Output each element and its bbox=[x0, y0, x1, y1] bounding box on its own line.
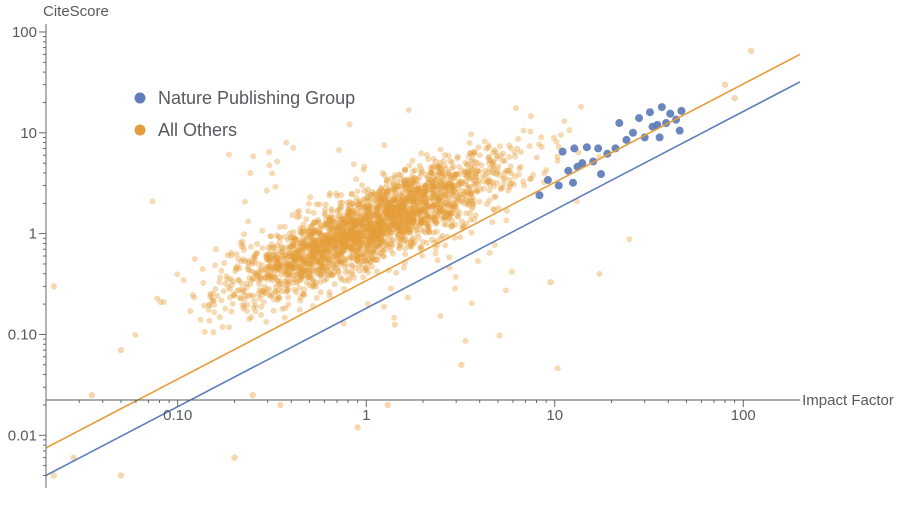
x-axis-label: Impact Factor bbox=[802, 392, 894, 409]
x-tick-label: 0.10 bbox=[163, 407, 192, 424]
y-tick-label: 1 bbox=[29, 226, 37, 243]
x-tick-label: 10 bbox=[546, 407, 563, 424]
legend-label: Nature Publishing Group bbox=[158, 88, 355, 108]
chart-container: 0.10 1 10 100 0.01 0.10 1 10 100 Impact Factor Cit… bbox=[0, 0, 900, 508]
x-tick-label: 1 bbox=[362, 407, 370, 424]
legend-marker bbox=[135, 93, 146, 104]
y-tick-label: 10 bbox=[20, 125, 37, 142]
legend-marker bbox=[135, 125, 146, 136]
y-tick-label: 100 bbox=[12, 24, 37, 41]
y-tick-label: 0.01 bbox=[8, 427, 37, 444]
y-axis-label: CiteScore bbox=[43, 3, 109, 20]
y-tick-label: 0.10 bbox=[8, 326, 37, 343]
legend-label: All Others bbox=[158, 120, 237, 140]
x-tick-label: 100 bbox=[731, 407, 756, 424]
scatter-chart: 0.10 1 10 100 0.01 0.10 1 10 100 Impact Factor Cit… bbox=[0, 0, 900, 508]
